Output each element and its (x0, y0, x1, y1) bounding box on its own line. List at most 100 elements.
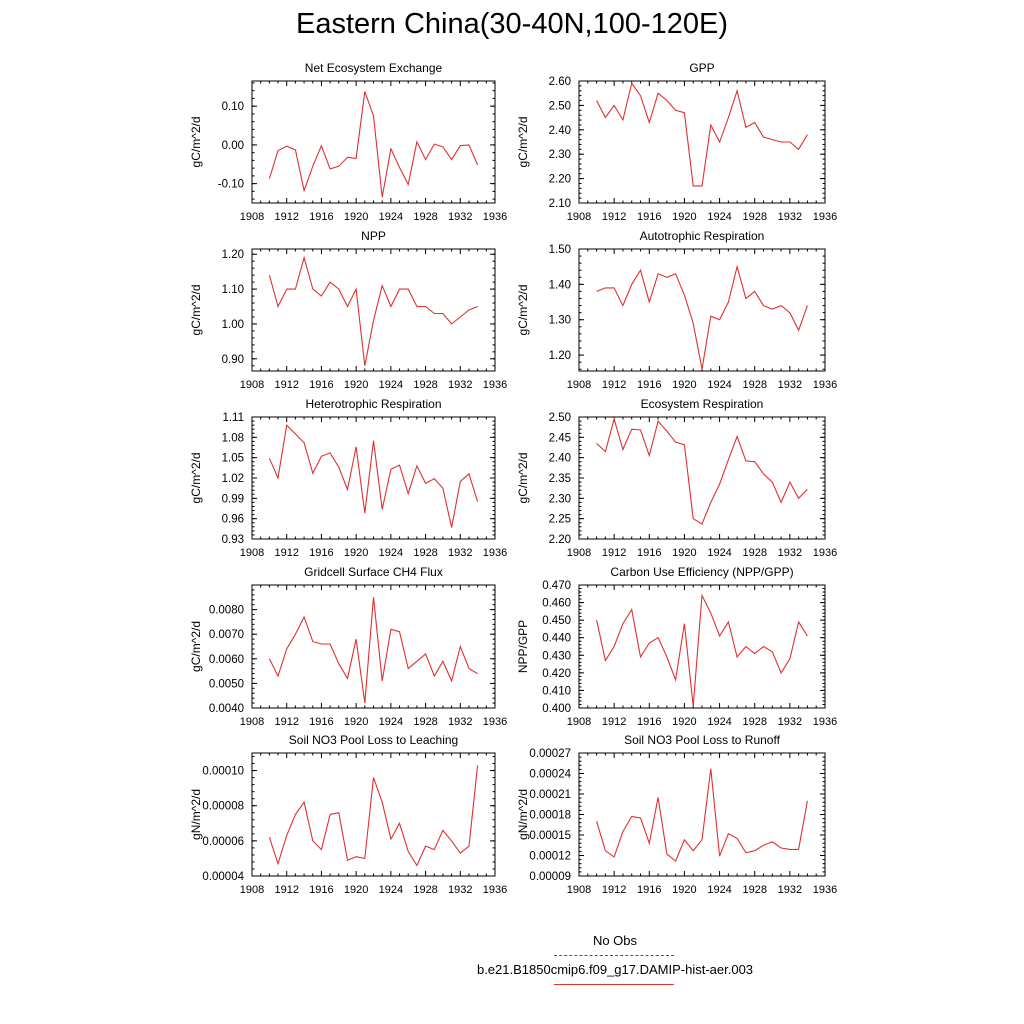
x-tick-label: 1936 (813, 547, 837, 559)
y-tick-label: 0.0040 (209, 703, 244, 715)
y-axis-label: gN/m^2/d (189, 789, 203, 840)
y-tick-label: 2.20 (549, 534, 571, 546)
panel-4: Autotrophic Respiration gC/m^2/d 1908 1912 1… (516, 229, 837, 391)
y-tick-label: 0.460 (542, 598, 571, 610)
y-tick-label: 0.0070 (209, 629, 244, 641)
y-tick-label: 2.40 (549, 453, 571, 465)
y-tick-label: 0.00012 (529, 851, 571, 863)
y-tick-label: 0.00024 (529, 769, 571, 781)
x-tick-label: 1916 (637, 379, 661, 391)
panel-title: NPP (361, 229, 386, 243)
y-tick-label: 0.450 (542, 615, 571, 627)
x-tick-label: 1928 (413, 884, 437, 896)
x-tick-label: 1924 (379, 884, 403, 896)
x-tick-label: 1924 (707, 884, 731, 896)
x-tick-label: 1920 (344, 547, 368, 559)
x-tick-label: 1928 (742, 379, 766, 391)
y-tick-label: 1.20 (549, 350, 571, 362)
figure-title: Eastern China(30-40N,100-120E) (295, 8, 729, 40)
y-tick-label: -0.10 (218, 179, 244, 191)
x-tick-label: 1936 (483, 547, 507, 559)
plot-frame (251, 80, 496, 204)
y-tick-label: 0.00009 (529, 871, 571, 883)
panel-5: Heterotrophic Respiration gC/m^2/d 1908 191… (189, 397, 507, 559)
y-tick-label: 0.400 (542, 703, 571, 715)
y-tick-label: 0.430 (542, 650, 571, 662)
y-tick-label: 2.30 (549, 149, 571, 161)
y-tick-label: 0.00 (222, 140, 244, 152)
panel-9: Soil NO3 Pool Loss to Leaching gN/m^2/d 19… (189, 733, 507, 896)
panel-3: NPP gC/m^2/d 1908 1912 1916 1920 1924 1928 1932 1… (189, 229, 507, 391)
plot-frame (251, 248, 496, 372)
series-line (596, 264, 808, 370)
legend-label-model: b.e21.B1850cmip6.f09_g17.DAMIP-hist-aer.… (476, 962, 754, 977)
y-tick-label: 0.99 (222, 493, 244, 505)
x-tick-label: 1932 (448, 884, 472, 896)
series-line (596, 82, 808, 187)
series-line (596, 768, 808, 862)
y-tick-label: 0.0080 (209, 605, 244, 617)
x-tick-label: 1920 (672, 379, 696, 391)
y-tick-label: 2.50 (549, 100, 571, 112)
y-tick-label: 0.00027 (529, 748, 571, 760)
plot-frame (578, 584, 826, 709)
x-tick-label: 1916 (309, 884, 333, 896)
x-tick-label: 1912 (602, 716, 626, 728)
plot-frame (578, 752, 826, 877)
panel-title: Heterotrophic Respiration (305, 397, 441, 411)
y-axis-label: gC/m^2/d (189, 285, 203, 336)
x-tick-label: 1924 (379, 211, 403, 223)
x-tick-label: 1916 (637, 716, 661, 728)
x-tick-label: 1908 (240, 547, 264, 559)
legend-label-no-obs: No Obs (592, 933, 638, 948)
x-tick-label: 1924 (379, 379, 403, 391)
series-line (268, 91, 479, 198)
y-axis-label: gC/m^2/d (516, 453, 530, 504)
plot-frame (251, 752, 496, 877)
x-tick-label: 1928 (413, 547, 437, 559)
series-line (268, 765, 479, 867)
y-tick-label: 0.00021 (529, 789, 571, 801)
series-line (268, 423, 479, 528)
panel-title: Autotrophic Respiration (640, 229, 765, 243)
y-tick-label: 0.0060 (209, 654, 244, 666)
x-tick-label: 1932 (448, 379, 472, 391)
x-tick-label: 1928 (742, 211, 766, 223)
x-tick-label: 1912 (602, 211, 626, 223)
x-tick-label: 1932 (778, 884, 802, 896)
x-tick-label: 1916 (309, 379, 333, 391)
panel-7: Gridcell Surface CH4 Flux gC/m^2/d 1908 191… (189, 565, 507, 728)
x-tick-label: 1920 (672, 547, 696, 559)
y-tick-label: 1.50 (549, 244, 571, 256)
y-tick-label: 1.02 (222, 473, 244, 485)
x-tick-label: 1908 (567, 547, 591, 559)
x-tick-label: 1908 (240, 379, 264, 391)
x-tick-label: 1912 (274, 547, 298, 559)
panel-title: Gridcell Surface CH4 Flux (304, 565, 443, 579)
x-tick-label: 1920 (344, 716, 368, 728)
panel-title: Carbon Use Efficiency (NPP/GPP) (610, 565, 793, 579)
x-tick-label: 1920 (344, 211, 368, 223)
x-tick-label: 1916 (637, 547, 661, 559)
panel-2: GPP gC/m^2/d 1908 1912 1916 1920 1924 1928 1932 1… (516, 61, 837, 223)
x-tick-label: 1912 (274, 211, 298, 223)
x-tick-label: 1920 (672, 716, 696, 728)
panel-6: Ecosystem Respiration gC/m^2/d 1908 1912 191… (516, 397, 837, 559)
x-tick-label: 1920 (344, 884, 368, 896)
y-tick-label: 2.20 (549, 174, 571, 186)
y-tick-label: 0.00008 (202, 801, 244, 813)
series-line (596, 593, 808, 707)
x-tick-label: 1936 (813, 716, 837, 728)
x-tick-label: 1908 (240, 716, 264, 728)
x-tick-label: 1916 (637, 884, 661, 896)
x-tick-label: 1932 (778, 379, 802, 391)
x-tick-label: 1920 (672, 211, 696, 223)
x-tick-label: 1936 (483, 884, 507, 896)
x-tick-label: 1908 (567, 716, 591, 728)
x-tick-label: 1916 (637, 211, 661, 223)
y-tick-label: 0.00010 (202, 766, 244, 778)
panel-title: Soil NO3 Pool Loss to Runoff (624, 733, 781, 747)
y-axis-label: gC/m^2/d (189, 621, 203, 672)
